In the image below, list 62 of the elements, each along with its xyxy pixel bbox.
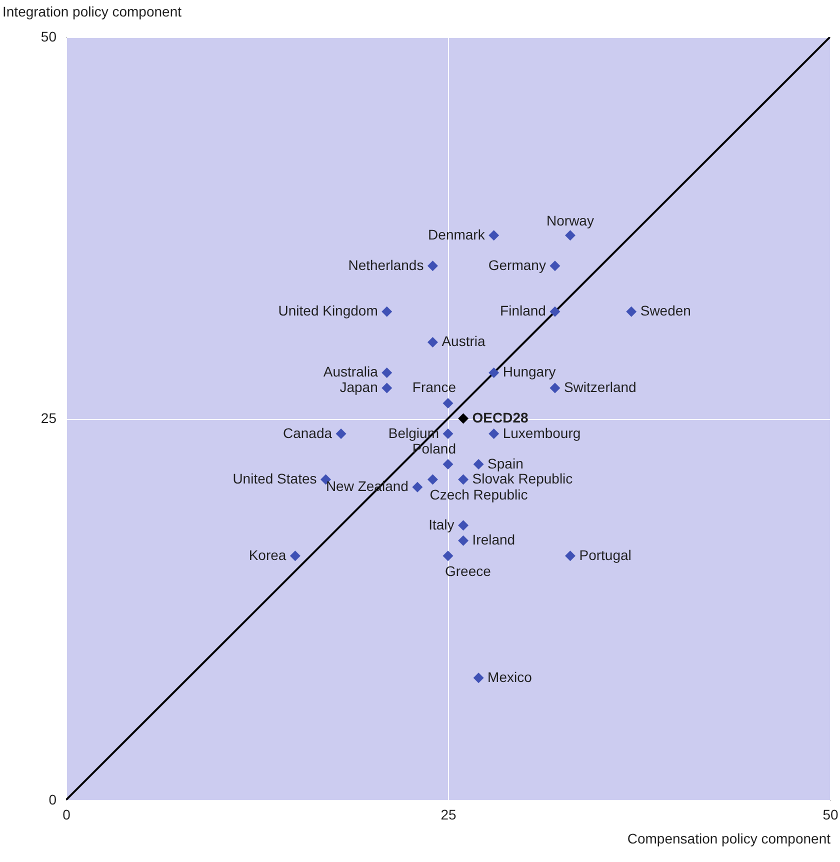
point: [564, 230, 576, 241]
point: [382, 382, 392, 394]
point: [382, 367, 392, 378]
x-tick-label: 50: [822, 806, 838, 822]
point: [564, 550, 576, 562]
point: [427, 474, 438, 485]
y-axis-title: Integration policy component: [2, 4, 182, 20]
series-label: Netherlands: [348, 256, 424, 273]
series-label: Australia: [323, 364, 378, 380]
point: [473, 672, 484, 684]
point: [442, 459, 454, 470]
point: [626, 306, 637, 317]
series-label: Mexico: [488, 668, 532, 685]
point: [442, 428, 454, 440]
series-label: Germany: [488, 256, 546, 273]
point: [458, 413, 469, 424]
series-label: Spain: [488, 455, 524, 472]
series-label: Portugal: [579, 546, 632, 563]
point: [290, 550, 300, 562]
series-label: Ireland: [472, 532, 516, 548]
y-tick-label: 50: [40, 28, 57, 44]
point: [488, 428, 500, 440]
series-label: Italy: [428, 516, 454, 532]
point: [427, 336, 438, 348]
series-label: Slovak Republic: [472, 470, 573, 487]
point: [458, 520, 469, 531]
point: [550, 306, 560, 317]
series-label: Switzerland: [564, 378, 636, 395]
series-label: Luxembourg: [502, 424, 581, 441]
series-label: Denmark: [428, 226, 486, 242]
series-label: United Kingdom: [278, 302, 378, 319]
series-label: United States: [232, 470, 317, 487]
point: [427, 260, 438, 272]
series-label: Canada: [282, 424, 332, 441]
point: [336, 428, 346, 440]
point: [488, 367, 500, 378]
series-label: OECD28: [472, 410, 529, 426]
point: [382, 306, 392, 317]
series-label: Czech Republic: [430, 486, 528, 503]
y-tick-label: 0: [48, 792, 57, 808]
x-tick-label: 0: [62, 806, 71, 822]
point: [458, 474, 469, 485]
point: [442, 398, 454, 408]
series-label: Japan: [340, 378, 378, 395]
series-label: Finland: [500, 302, 546, 319]
point: [473, 459, 484, 470]
y-tick-label: 25: [40, 410, 57, 426]
series-label: Norway: [546, 212, 594, 228]
series-label: Hungary: [502, 364, 556, 380]
series-label: Austria: [442, 333, 486, 350]
x-tick-label: 25: [440, 806, 456, 822]
point: [412, 482, 423, 492]
series-label: Greece: [445, 562, 492, 579]
series-label: Korea: [248, 546, 286, 563]
point: [488, 230, 500, 241]
point: [442, 550, 454, 562]
x-axis-title: Compensation policy component: [627, 830, 831, 846]
point: [550, 382, 560, 394]
point: [458, 535, 469, 546]
point: [550, 260, 560, 272]
series-label: France: [412, 379, 456, 396]
series-label: Sweden: [640, 302, 691, 319]
